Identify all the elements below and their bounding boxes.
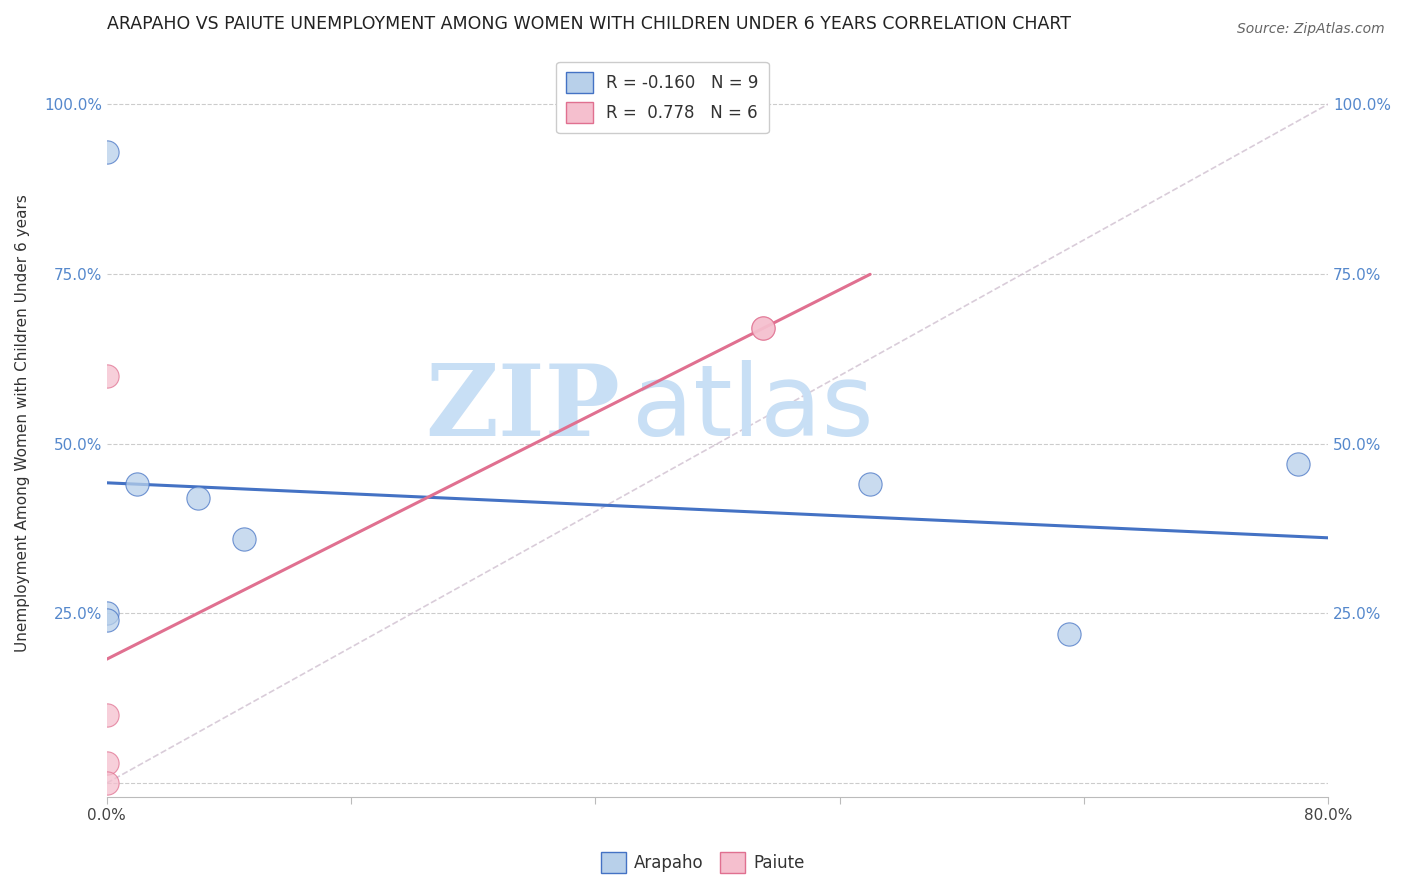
Point bbox=[96, 607, 118, 621]
Text: ZIP: ZIP bbox=[425, 359, 620, 457]
Point bbox=[96, 776, 118, 790]
Point bbox=[96, 145, 118, 159]
Point bbox=[752, 321, 775, 335]
Point bbox=[96, 708, 118, 723]
Point bbox=[859, 477, 882, 491]
Point bbox=[1057, 626, 1080, 640]
Legend: Arapaho, Paiute: Arapaho, Paiute bbox=[595, 846, 811, 880]
Text: ARAPAHO VS PAIUTE UNEMPLOYMENT AMONG WOMEN WITH CHILDREN UNDER 6 YEARS CORRELATI: ARAPAHO VS PAIUTE UNEMPLOYMENT AMONG WOM… bbox=[107, 15, 1071, 33]
Y-axis label: Unemployment Among Women with Children Under 6 years: Unemployment Among Women with Children U… bbox=[15, 194, 30, 652]
Point bbox=[96, 368, 118, 383]
Text: atlas: atlas bbox=[631, 359, 873, 457]
Point bbox=[233, 532, 256, 546]
Point bbox=[1286, 457, 1309, 471]
Point bbox=[187, 491, 209, 505]
Text: Source: ZipAtlas.com: Source: ZipAtlas.com bbox=[1237, 22, 1385, 37]
Point bbox=[96, 613, 118, 627]
Point bbox=[752, 321, 775, 335]
Point bbox=[96, 756, 118, 770]
Legend: R = -0.160   N = 9, R =  0.778   N = 6: R = -0.160 N = 9, R = 0.778 N = 6 bbox=[557, 62, 769, 133]
Point bbox=[127, 477, 149, 491]
